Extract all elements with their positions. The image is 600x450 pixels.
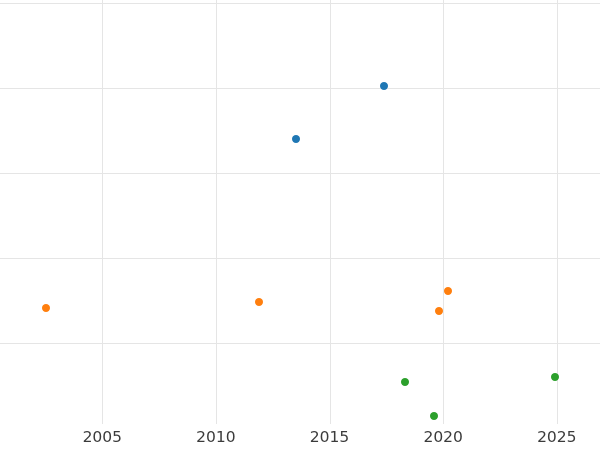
data-point-series-green <box>550 372 559 381</box>
plot-area <box>0 0 600 424</box>
x-tick-label: 2025 <box>537 428 577 446</box>
data-point-series-orange <box>443 286 452 295</box>
gridline-horizontal <box>0 257 600 259</box>
data-point-series-green <box>400 377 409 386</box>
gridline-horizontal <box>0 88 600 90</box>
data-point-series-green <box>430 411 439 420</box>
gridline-vertical <box>102 0 104 424</box>
gridline-vertical <box>215 0 217 424</box>
x-tick-label: 2020 <box>423 428 463 446</box>
gridline-horizontal <box>0 3 600 5</box>
data-point-series-blue <box>380 81 389 90</box>
data-point-series-orange <box>255 297 264 306</box>
x-tick-label: 2015 <box>309 428 350 446</box>
gridline-horizontal <box>0 342 600 344</box>
gridline-vertical <box>556 0 558 424</box>
gridline-vertical <box>443 0 445 424</box>
gridline-vertical <box>329 0 331 424</box>
data-point-series-blue <box>291 135 300 144</box>
data-point-series-orange <box>41 303 50 312</box>
x-tick-label: 2010 <box>196 428 236 446</box>
x-tick-label: 2005 <box>82 428 123 446</box>
data-point-series-orange <box>434 307 443 316</box>
gridline-horizontal <box>0 173 600 174</box>
